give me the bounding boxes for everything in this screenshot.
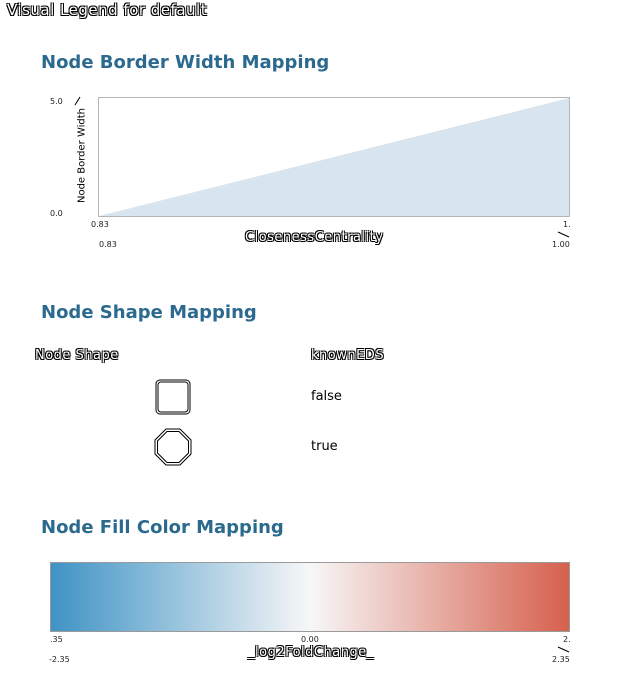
octagon-icon [154, 428, 192, 466]
gradient-left-top-label: .35 [50, 635, 63, 644]
border-width-area [99, 98, 569, 216]
shape-value-true: true [311, 439, 338, 454]
round-rectangle-icon [155, 379, 191, 415]
fill-color-gradient [50, 562, 570, 632]
gradient-tick-mark [557, 646, 570, 653]
gradient-right-top-label: 2. [563, 635, 571, 644]
x-min-top-label: 0.83 [91, 220, 109, 229]
x-max-top-label: 1. [563, 220, 571, 229]
x-axis-tick-mark [557, 231, 570, 238]
shape-column-header: Node Shape [35, 348, 119, 363]
x-axis-label: ClosenessCentrality [245, 230, 384, 245]
border-width-section-title: Node Border Width Mapping [41, 52, 330, 73]
gradient-right-bottom-label: 2.35 [552, 655, 570, 664]
x-min-bottom-label: 0.83 [99, 240, 117, 249]
fill-color-section-title: Node Fill Color Mapping [41, 517, 284, 538]
border-width-plot [98, 97, 570, 217]
known-eds-column-header: knownEDS [311, 348, 385, 363]
gradient-mid-top-label: 0.00 [301, 635, 319, 644]
y-max-label: 5.0 [50, 97, 63, 106]
y-axis-label: Node Border Width [76, 107, 88, 204]
border-width-area-chart [99, 98, 569, 216]
shape-value-false: false [311, 389, 342, 404]
y-min-label: 0.0 [50, 209, 63, 218]
shape-section-title: Node Shape Mapping [41, 302, 257, 323]
x-max-bottom-label: 1.00 [552, 240, 570, 249]
window-title: Visual Legend for default [7, 1, 208, 19]
y-axis-tick-mark [74, 96, 81, 106]
gradient-axis-label: _log2FoldChange_ [248, 645, 374, 660]
gradient-left-bottom-label: -2.35 [49, 655, 70, 664]
